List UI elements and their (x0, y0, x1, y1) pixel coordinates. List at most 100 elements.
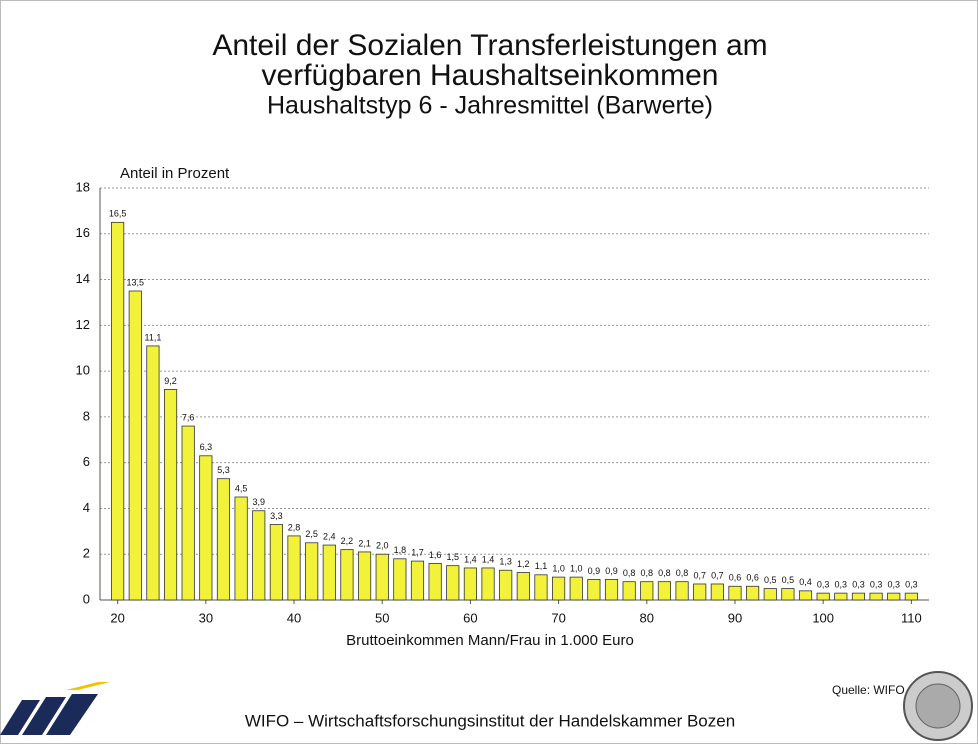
value-label: 3,3 (270, 511, 283, 521)
bar (199, 455, 213, 601)
bar (869, 592, 883, 601)
footer: WIFO – Wirtschaftsforschungsinstitut der… (245, 711, 735, 730)
x-tick-label: 110 (901, 610, 922, 625)
value-label: 6,3 (200, 442, 213, 452)
value-label: 16,5 (109, 209, 127, 219)
y-tick-label: 8 (83, 408, 90, 423)
bar (622, 581, 636, 601)
x-tick-label: 80 (640, 610, 654, 625)
value-label: 11,1 (144, 332, 161, 342)
value-label: 1,4 (464, 554, 477, 564)
bar (887, 592, 901, 601)
bar (675, 581, 689, 601)
y-tick-label: 14 (76, 271, 90, 286)
value-label: 0,3 (870, 580, 883, 590)
x-tick-label: 30 (199, 610, 213, 625)
value-label: 0,7 (711, 570, 724, 580)
value-label: 0,5 (782, 575, 795, 585)
y-tick-label: 0 (83, 591, 90, 606)
bar (252, 510, 266, 601)
bar (146, 345, 160, 601)
bar (375, 553, 389, 601)
value-label: 1,0 (552, 563, 565, 573)
value-label: 1,0 (570, 563, 583, 573)
bar (763, 588, 777, 601)
value-label: 1,7 (411, 547, 424, 557)
value-label: 3,9 (252, 497, 265, 507)
bar (428, 562, 442, 601)
bar (358, 551, 372, 601)
x-tick-label: 60 (463, 610, 477, 625)
bar (305, 542, 319, 601)
value-label: 0,8 (676, 568, 689, 578)
x-tick-label: 40 (287, 610, 301, 625)
bar (710, 583, 724, 601)
bar (816, 592, 830, 601)
bar (163, 389, 178, 601)
value-label: 7,6 (182, 412, 195, 422)
bar (851, 592, 866, 601)
bar (657, 581, 671, 601)
value-label: 0,7 (693, 570, 706, 580)
value-label: 0,8 (658, 568, 671, 578)
y-tick-label: 12 (76, 317, 90, 332)
y-tick-label: 18 (76, 179, 90, 194)
value-label: 2,4 (323, 531, 336, 541)
value-label: 0,5 (764, 575, 777, 585)
x-tick-label: 20 (110, 610, 124, 625)
chart-subtitle: Haushaltstyp 6 - Jahresmittel (Barwerte) (267, 92, 713, 120)
bar (552, 576, 566, 601)
value-label: 0,3 (905, 580, 918, 590)
value-label: 1,2 (517, 559, 530, 569)
bar (287, 535, 301, 601)
bar (640, 581, 654, 601)
bar (534, 574, 548, 601)
value-label: 0,9 (588, 566, 601, 576)
value-label: 0,6 (746, 573, 759, 583)
y-tick-label: 6 (83, 454, 90, 469)
value-label: 0,8 (623, 568, 636, 578)
value-label: 1,6 (429, 550, 442, 560)
source: Quelle: WIFO (832, 683, 905, 697)
bar (499, 569, 513, 601)
bar (569, 576, 583, 601)
bar (693, 583, 707, 601)
value-label: 5,3 (217, 465, 230, 475)
bar (481, 567, 495, 601)
value-label: 0,9 (605, 566, 618, 576)
value-label: 1,3 (499, 557, 512, 567)
bar (463, 567, 477, 601)
seal (903, 671, 973, 741)
bar (410, 560, 425, 601)
bar (216, 478, 231, 601)
bar (111, 221, 125, 601)
bar (587, 579, 601, 601)
bar (834, 592, 848, 601)
y-axis-label: Anteil in Prozent (120, 165, 230, 182)
value-label: 4,5 (235, 483, 248, 493)
bar (781, 588, 795, 601)
x-tick-label: 90 (728, 610, 742, 625)
bar (446, 565, 460, 601)
value-label: 0,3 (835, 580, 848, 590)
bar (340, 549, 354, 601)
bar (516, 572, 530, 601)
bar (728, 585, 742, 601)
bar (181, 425, 195, 601)
bar (269, 524, 283, 601)
chart-title: verfügbaren Haushaltseinkommen (262, 59, 719, 92)
y-tick-label: 16 (76, 225, 90, 240)
bar (798, 590, 813, 601)
bar (234, 496, 248, 601)
value-label: 0,8 (641, 568, 654, 578)
value-label: 2,1 (358, 538, 371, 548)
value-label: 0,6 (729, 573, 742, 583)
value-label: 2,8 (288, 522, 301, 532)
value-label: 0,3 (852, 580, 865, 590)
value-label: 0,3 (817, 580, 830, 590)
value-label: 13,5 (127, 277, 145, 287)
value-label: 2,0 (376, 541, 389, 551)
value-label: 1,4 (482, 554, 495, 564)
value-label: 2,5 (305, 529, 318, 539)
